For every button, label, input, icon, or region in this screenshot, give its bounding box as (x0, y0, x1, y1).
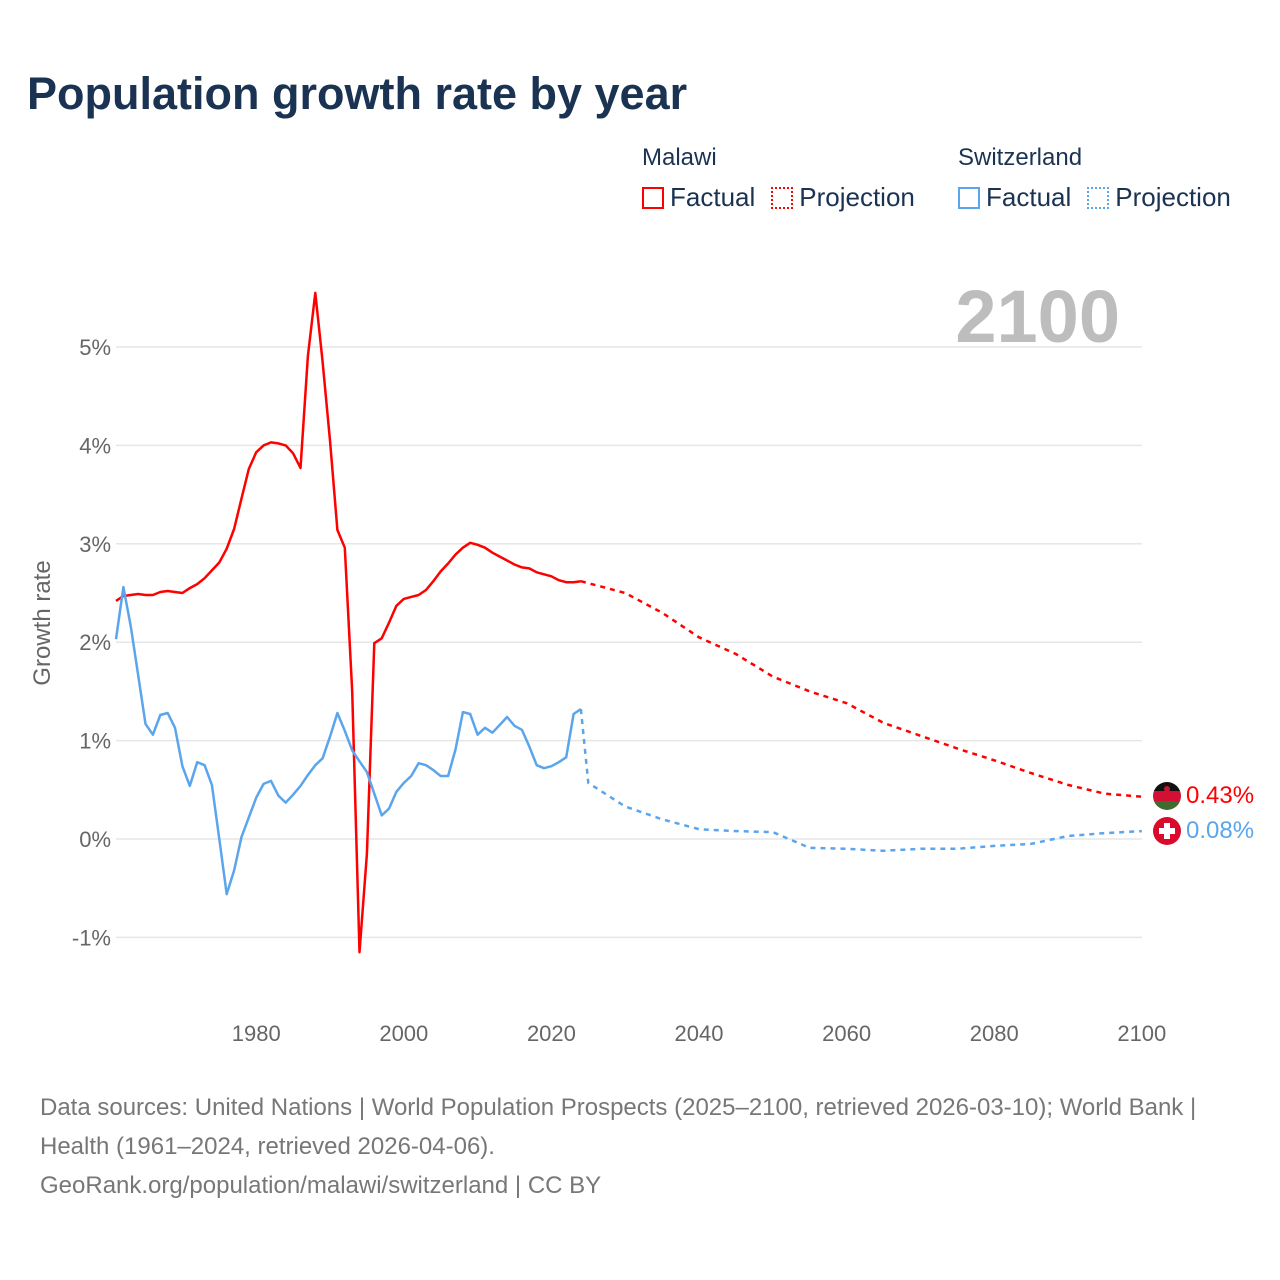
legend-label: Projection (799, 182, 915, 212)
y-tick-label: 5% (79, 335, 111, 360)
legend-label: Factual (986, 182, 1072, 212)
y-tick-label: 2% (79, 630, 111, 655)
solid-swatch-icon (642, 186, 664, 209)
legend-malawi: Malawi Factual Projection (642, 144, 915, 213)
series-line-malawi-factual (115, 291, 582, 954)
legend-title-switzerland: Switzerland (958, 144, 1083, 171)
y-tick-label: 4% (79, 433, 111, 458)
switzerland-flag-icon (1153, 817, 1181, 845)
switzerland-end-value: 0.08% (1186, 817, 1254, 844)
x-tick-label: 2040 (675, 1021, 724, 1046)
legend-malawi-factual[interactable]: Factual (642, 182, 755, 213)
legend-switzerland: Switzerland Factual Projection (958, 144, 1231, 213)
dotted-swatch-icon (1087, 186, 1110, 209)
y-tick-label: -1% (72, 925, 111, 950)
legend-label: Projection (1115, 182, 1231, 212)
legend-title-malawi: Malawi (642, 144, 717, 171)
footer: Data sources: United Nations | World Pop… (40, 1088, 1240, 1205)
x-tick-label: 2060 (822, 1021, 871, 1046)
series-line-switzerland-factual (114, 585, 582, 896)
x-tick-label: 2000 (379, 1021, 428, 1046)
y-tick-label: 3% (79, 532, 111, 557)
legend-switzerland-projection[interactable]: Projection (1087, 182, 1231, 213)
page-title: Population growth rate by year (27, 68, 688, 119)
x-tick-label: 2020 (527, 1021, 576, 1046)
solid-swatch-icon (958, 186, 980, 209)
y-tick-label: 1% (79, 729, 111, 754)
legend-switzerland-factual[interactable]: Factual (958, 182, 1071, 213)
x-tick-label: 2100 (1117, 1021, 1166, 1046)
x-tick-label: 1980 (232, 1021, 281, 1046)
series-line-switzerland-projection (579, 708, 1142, 853)
y-tick-label: 0% (79, 827, 111, 852)
georank-link[interactable]: GeoRank.org/population/malawi/switzerlan… (40, 1172, 509, 1199)
license: | CC BY (508, 1172, 602, 1199)
data-sources: Data sources: United Nations | World Pop… (40, 1094, 1197, 1160)
malawi-end-value: 0.43% (1186, 782, 1254, 809)
y-axis-label: Growth rate (29, 560, 56, 685)
legend-label: Factual (670, 182, 756, 212)
x-tick-label: 2080 (970, 1021, 1019, 1046)
dotted-swatch-icon (771, 186, 794, 209)
current-year-label: 2100 (955, 275, 1120, 358)
series-line-malawi-projection (580, 579, 1142, 798)
legend-malawi-projection[interactable]: Projection (771, 182, 915, 213)
malawi-flag-icon (1153, 782, 1181, 810)
